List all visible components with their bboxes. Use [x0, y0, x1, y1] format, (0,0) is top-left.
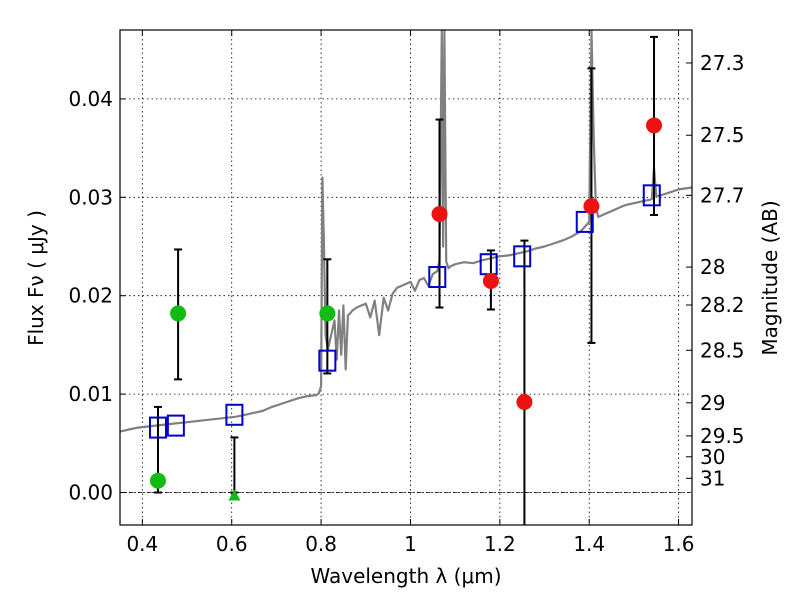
observed-point-f105w [431, 206, 448, 223]
model-photometry-square [513, 245, 532, 268]
model-photometry-square [318, 349, 337, 372]
magnitude-tick-label: 28.5 [700, 338, 745, 362]
y-tick-label: 0.01 [68, 382, 113, 406]
observed-photometry-series [149, 117, 663, 501]
observed-point-f160w [646, 117, 663, 134]
observed-point-f606w [228, 489, 241, 501]
observed-point-f140w [583, 198, 600, 215]
y-axis-right-label: Magnitude (AB) [758, 200, 782, 355]
y-tick-label: 0.04 [68, 87, 113, 111]
sed-model-series [120, 30, 692, 433]
magnitude-tick-label: 29 [700, 391, 725, 415]
y-tick-label: 0.02 [68, 284, 113, 308]
x-axis-label: Wavelength λ (μm) [310, 564, 501, 588]
model-photometry-series [148, 184, 661, 439]
magnitude-tick-label: 27.7 [700, 183, 745, 207]
magnitude-tick-label: 27.5 [700, 123, 745, 147]
magnitude-tick-label: 28.2 [700, 293, 745, 317]
magnitude-tick-label: 31 [700, 466, 725, 490]
y-tick-label: 0.03 [68, 185, 113, 209]
magnitude-tick-label: 28 [700, 255, 725, 279]
model-photometry-square [642, 184, 661, 207]
x-tick-label: 0.8 [305, 532, 337, 556]
model-photometry-square [575, 210, 594, 233]
observed-point-f814w [319, 305, 336, 322]
x-tick-label: 1.4 [573, 532, 605, 556]
x-tick-label: 0.4 [126, 532, 158, 556]
sed-model-line [120, 30, 692, 433]
x-axis: 0.4 0.6 0.8 1 1.2 1.4 1.6 [126, 30, 695, 556]
observed-point-f435w [149, 472, 166, 489]
plot-frame [119, 29, 693, 526]
observed-point-f475w [170, 305, 187, 322]
magnitude-tick-label: 30 [700, 445, 725, 469]
x-tick-label: 1.6 [663, 532, 695, 556]
x-tick-label: 0.6 [216, 532, 248, 556]
x-tick-label: 1.2 [484, 532, 516, 556]
y-tick-label: 0.00 [68, 481, 113, 505]
observed-point-f125w [516, 393, 533, 410]
y-axis-flux: 0.00 0.01 0.02 0.03 0.04 [68, 87, 126, 505]
magnitude-tick-label: 27.3 [700, 51, 745, 75]
model-photometry-square [428, 266, 447, 289]
y-axis-label: Flux Fν ( μJy ) [24, 210, 48, 346]
magnitude-tick-label: 29.5 [700, 424, 745, 448]
observed-point-f125w-like [482, 272, 499, 289]
x-tick-label: 1 [404, 532, 417, 556]
plot-area [120, 30, 692, 525]
grid-lines [120, 30, 692, 525]
model-photometry-square [166, 414, 185, 437]
model-photometry-square [148, 416, 167, 439]
model-photometry-square [225, 403, 244, 426]
